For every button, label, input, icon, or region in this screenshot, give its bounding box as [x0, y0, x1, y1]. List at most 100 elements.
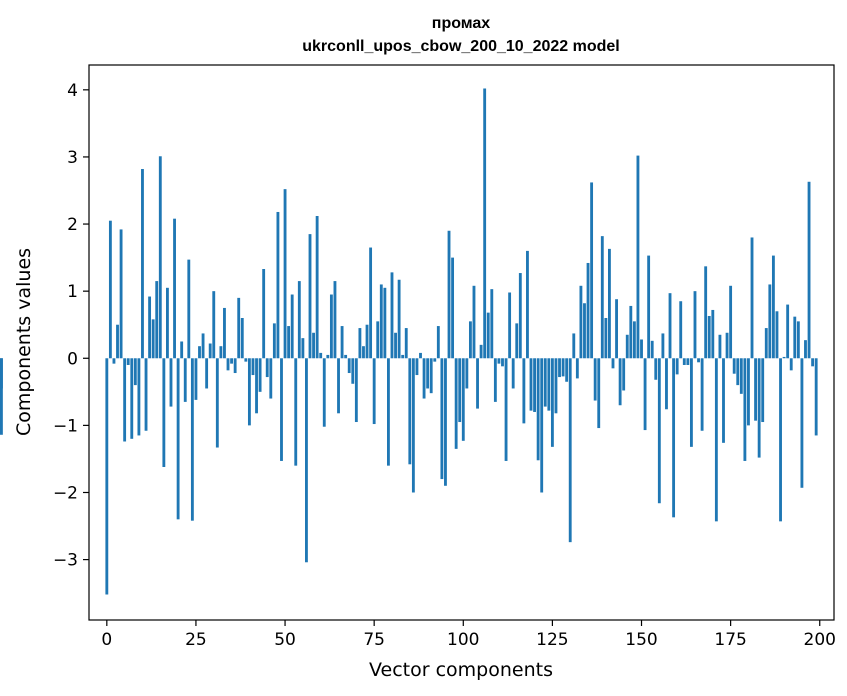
bar-124 — [547, 358, 551, 411]
bar-169 — [707, 315, 711, 359]
bar-54 — [297, 281, 301, 359]
bar-132 — [575, 358, 579, 379]
bar-154 — [654, 358, 658, 380]
bar-53 — [294, 358, 298, 466]
bar-83 — [401, 354, 405, 359]
bar-190 — [782, 356, 786, 359]
bar-109 — [493, 358, 497, 402]
bar-1 — [108, 220, 112, 359]
bar-128 — [561, 358, 565, 377]
bar-87 — [415, 358, 419, 376]
bar-74 — [369, 247, 373, 359]
bar-30 — [212, 291, 216, 359]
bar-85 — [408, 358, 412, 465]
bar-114 — [511, 358, 515, 389]
bar-176 — [732, 358, 736, 374]
bar-101 — [465, 358, 469, 389]
x-tick-label: 100 — [447, 630, 479, 650]
bar-76 — [376, 321, 380, 359]
bar-undefined — [0, 358, 3, 435]
bar-6 — [126, 358, 130, 365]
bar-140 — [604, 318, 608, 359]
bar-118 — [526, 250, 529, 359]
x-tick-label: 125 — [536, 630, 568, 650]
bar-120 — [533, 358, 536, 412]
x-tick-label: 0 — [101, 630, 112, 650]
bar-48 — [276, 211, 280, 359]
plot-frame — [88, 64, 835, 621]
bar-45 — [265, 358, 269, 378]
bar-75 — [372, 358, 376, 425]
bar-121 — [536, 358, 540, 461]
bar-47 — [272, 323, 276, 359]
bar-105 — [479, 344, 483, 359]
bar-65 — [337, 358, 340, 414]
bar-37 — [237, 297, 241, 359]
bar-152 — [647, 255, 651, 359]
bar-171 — [714, 358, 718, 522]
bar-94 — [440, 358, 444, 480]
bar-165 — [693, 291, 697, 359]
bar-23 — [187, 259, 191, 359]
bar-130 — [568, 358, 572, 543]
bar-67 — [344, 354, 348, 359]
bar-131 — [572, 333, 576, 359]
bar-77 — [379, 284, 383, 359]
bar-9 — [137, 358, 141, 436]
bar-43 — [258, 358, 262, 392]
bar-51 — [287, 326, 291, 359]
bar-194 — [796, 321, 800, 359]
bar-143 — [615, 299, 618, 359]
x-tick-label: 50 — [274, 630, 296, 650]
y-tick-label: 2 — [67, 215, 78, 235]
bar-70 — [354, 358, 358, 423]
bar-192 — [789, 358, 793, 371]
bar-80 — [390, 272, 394, 359]
bar-122 — [540, 358, 544, 493]
bar-137 — [593, 358, 597, 401]
bar-7 — [130, 358, 134, 439]
bar-160 — [675, 358, 679, 375]
bar-148 — [632, 321, 636, 359]
bar-90 — [426, 358, 430, 389]
bar-181 — [750, 237, 754, 359]
bar-92 — [433, 358, 437, 362]
bar-66 — [340, 326, 344, 359]
bar-13 — [151, 319, 155, 359]
bar-59 — [315, 216, 319, 359]
y-tick-label: 3 — [67, 148, 78, 168]
bar-33 — [223, 307, 226, 359]
bar-22 — [183, 358, 187, 402]
bar-139 — [600, 236, 604, 359]
bar-159 — [672, 358, 676, 518]
bar-123 — [543, 358, 547, 407]
bar-8 — [133, 358, 137, 386]
x-tick-label: 175 — [714, 630, 746, 650]
bar-175 — [729, 285, 733, 359]
bar-19 — [173, 218, 176, 359]
bar-172 — [718, 334, 722, 359]
bar-106 — [483, 88, 487, 359]
bar-149 — [636, 155, 640, 359]
bar-104 — [476, 358, 479, 409]
bar-11 — [144, 358, 148, 431]
bar-88 — [419, 352, 422, 359]
chart-subtitle: ukrconll_upos_cbow_200_10_2022 model — [302, 38, 619, 55]
bar-40 — [247, 358, 251, 426]
bar-177 — [736, 358, 740, 386]
bar-187 — [771, 255, 775, 359]
bar-180 — [747, 358, 750, 426]
bar-113 — [508, 292, 512, 359]
bar-71 — [358, 328, 362, 359]
bar-102 — [468, 321, 472, 359]
bar-197 — [807, 181, 811, 359]
bar-21 — [180, 341, 184, 359]
bar-195 — [800, 358, 804, 488]
bar-163 — [686, 358, 690, 365]
bar-16 — [162, 358, 166, 467]
bar-25 — [194, 358, 198, 400]
bar-29 — [208, 343, 212, 359]
bar-10 — [141, 169, 144, 359]
bar-138 — [597, 358, 601, 429]
